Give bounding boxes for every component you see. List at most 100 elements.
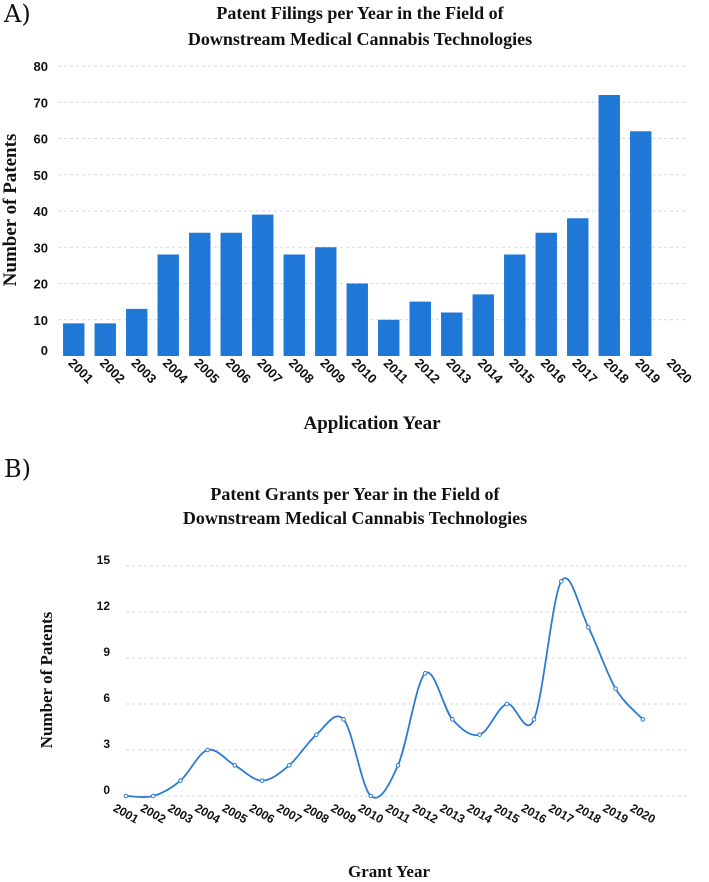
panel-a-x-tick-label: 2002 <box>97 355 128 386</box>
panel-b-x-tick-label: 2010 <box>356 801 386 827</box>
panel-b-label: B) <box>4 455 31 483</box>
panel-a-x-tick-label: 2020 <box>664 355 695 386</box>
panel-b-x-tick-label: 2005 <box>220 801 250 827</box>
panel-a-y-tick-label: 70 <box>34 95 48 110</box>
panel-b-data-point <box>259 778 265 783</box>
panel-a-bar <box>472 294 494 356</box>
panel-b-x-tick-label: 2001 <box>111 801 141 827</box>
panel-b-y-tick-label: 12 <box>97 599 111 613</box>
panel-a-x-ticks: 2001 2002 2003 2004 2005 2006 2007 2008 2009 2010… <box>65 355 695 387</box>
panel-a-x-tick-label: 2018 <box>601 355 632 386</box>
panel-b-x-tick-label: 2013 <box>437 801 467 827</box>
panel-b-y-tick-label: 15 <box>97 553 111 567</box>
panel-b-gridlines <box>126 565 690 797</box>
panel-a-bar <box>315 247 337 356</box>
panel-a-y-axis-title: Number of Patents <box>0 134 21 287</box>
panel-a-bar <box>598 95 620 356</box>
panel-b-data-point <box>178 778 183 783</box>
panel-a-bar <box>94 323 116 356</box>
panel-a-bar <box>220 232 242 356</box>
panel-b-data-point <box>504 701 510 707</box>
panel-b-x-tick-label: 2002 <box>138 801 168 827</box>
panel-a-x-tick-label: 2015 <box>506 355 537 386</box>
panel-a-x-tick-label: 2016 <box>538 355 569 386</box>
panel-b-data-point <box>558 579 564 584</box>
panel-a-bar <box>535 232 557 356</box>
panel-a-x-tick-label: 2014 <box>475 355 507 387</box>
panel-a-x-tick-label: 2011 <box>381 356 412 387</box>
panel-a-bar <box>567 218 589 356</box>
panel-a-x-axis-title: Application Year <box>303 413 441 434</box>
panel-a-y-tick-label: 30 <box>34 240 48 255</box>
panel-a-title-line-1: Patent Filings per Year in the Field of <box>216 3 504 23</box>
panel-b-x-tick-label: 2011 <box>383 801 413 826</box>
panel-b-y-tick-label: 0 <box>103 783 110 797</box>
panel-a-y-tick-label: 10 <box>34 313 48 328</box>
panel-b-x-tick-label: 2012 <box>410 801 440 827</box>
panel-b-x-tick-label: 2007 <box>274 801 304 827</box>
panel-a-bar <box>504 254 526 356</box>
panel-a-x-tick-label: 2004 <box>160 355 192 387</box>
panel-b-y-tick-label: 6 <box>103 691 110 705</box>
panel-a-x-tick-label: 2010 <box>349 355 380 386</box>
panel-a-x-tick-label: 2017 <box>569 355 600 386</box>
panel-b-y-tick-label: 3 <box>103 737 110 751</box>
panel-b-data-point <box>341 717 346 722</box>
panel-b-y-tick-label: 9 <box>103 645 110 659</box>
panel-a-x-tick-label: 2003 <box>128 355 159 386</box>
panel-a-bar <box>630 131 652 356</box>
panel-a-x-tick-label: 2007 <box>254 355 285 386</box>
panel-a-bar <box>378 319 400 356</box>
panel-a-bar <box>189 232 211 356</box>
panel-a-x-tick-label: 2005 <box>191 355 222 386</box>
panel-a-y-tick-label: 0 <box>41 343 48 358</box>
panel-b-data-point <box>286 763 292 768</box>
panel-a-gridlines <box>58 65 688 321</box>
panel-b-x-tick-label: 2018 <box>573 801 603 827</box>
panel-b-data-point <box>531 717 537 722</box>
panel-b-title-line-1: Patent Grants per Year in the Field of <box>210 484 500 504</box>
panel-b-data-point <box>640 717 646 722</box>
panel-b-x-tick-label: 2020 <box>628 801 658 827</box>
panel-b-data-point <box>314 732 319 737</box>
panel-a: A) Patent Filings per Year in the Field … <box>0 0 695 434</box>
panel-b-x-tick-label: 2014 <box>465 801 495 827</box>
panel-a-x-tick-label: 2001 <box>65 355 96 386</box>
panel-b-x-tick-label: 2017 <box>546 801 576 827</box>
panel-b-title-line-2: Downstream Medical Cannabis Technologies <box>183 508 527 528</box>
panel-a-x-tick-label: 2008 <box>286 355 317 386</box>
panel-a-y-tick-label: 80 <box>34 59 48 74</box>
panel-b-x-tick-label: 2006 <box>247 801 277 827</box>
panel-b-data-point <box>368 793 374 799</box>
panel-b-x-tick-label: 2015 <box>492 801 522 827</box>
panel-b-x-ticks: 2001200220032004200520062007200820092010… <box>111 801 658 827</box>
panel-a-bar <box>126 308 148 356</box>
panel-a-bar <box>252 214 274 356</box>
panel-a-bar <box>409 301 431 356</box>
panel-a-title-line-2: Downstream Medical Cannabis Technologies <box>188 29 532 49</box>
panel-a-label: A) <box>3 0 31 28</box>
panel-b-data-point <box>613 686 618 691</box>
panel-b-data-point <box>450 717 455 722</box>
panel-b-data-point <box>395 763 401 768</box>
panel-b-x-tick-label: 2016 <box>519 801 549 827</box>
panel-a-x-tick-label: 2012 <box>412 355 443 386</box>
panel-b-x-tick-label: 2004 <box>193 801 223 827</box>
panel-a-y-ticks: 0 10 20 30 40 50 60 70 80 <box>34 59 48 358</box>
panel-b-data-point <box>477 732 482 737</box>
panel-a-bar <box>63 323 85 356</box>
panel-a-y-tick-label: 40 <box>34 204 48 219</box>
panel-b-x-axis-title: Grant Year <box>348 862 430 881</box>
panel-b-data-point <box>586 625 591 630</box>
panel-a-bars <box>63 95 652 356</box>
panel-a-y-tick-label: 20 <box>34 277 48 292</box>
panel-b-x-tick-label: 2009 <box>329 801 359 827</box>
panel-b-x-tick-label: 2019 <box>601 801 631 827</box>
panel-a-x-tick-label: 2006 <box>223 355 254 386</box>
panel-a-y-tick-label: 60 <box>34 132 48 147</box>
panel-b-data-point <box>232 763 238 768</box>
panel-a-x-tick-label: 2019 <box>632 355 663 386</box>
panel-b-data-point <box>422 671 428 676</box>
panel-b-data-point <box>123 793 129 799</box>
